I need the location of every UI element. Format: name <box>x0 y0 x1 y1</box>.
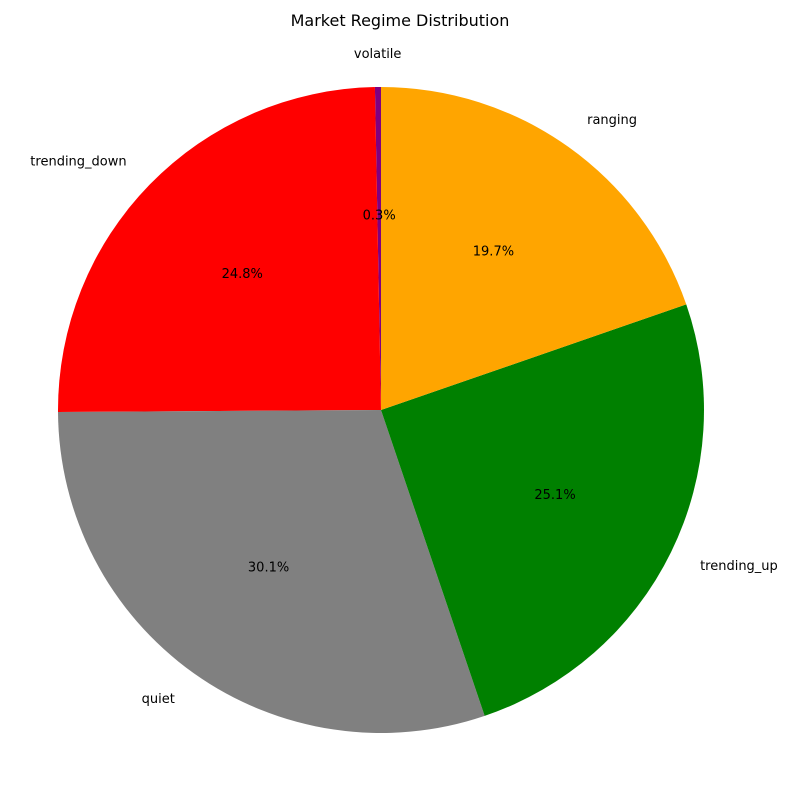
slice-label-trending-down: trending_down <box>30 154 126 169</box>
pie-slice-ranging <box>381 87 687 410</box>
slice-label-volatile: volatile <box>354 47 402 62</box>
pie-slice-trending-down <box>57 87 382 413</box>
slice-label-trending-up: trending_up <box>700 559 778 574</box>
percent-label-quiet: 30.1% <box>248 560 289 575</box>
slice-label-ranging: ranging <box>587 113 637 128</box>
chart-title: Market Regime Distribution <box>290 11 510 30</box>
pie-labels: volatile 0.3% trending_down 24.8% quiet 30.1%… <box>30 47 778 707</box>
pie-slice-volatile <box>374 87 381 410</box>
slice-label-quiet: quiet <box>142 692 175 707</box>
percent-label-trending-down: 24.8% <box>222 267 263 282</box>
pie-slices <box>57 87 704 733</box>
percent-label-trending-up: 25.1% <box>534 488 575 503</box>
percent-label-volatile: 0.3% <box>363 209 396 224</box>
pie-slice-trending-up <box>381 304 704 716</box>
percent-label-ranging: 19.7% <box>473 245 514 260</box>
pie-slice-quiet <box>58 410 485 733</box>
